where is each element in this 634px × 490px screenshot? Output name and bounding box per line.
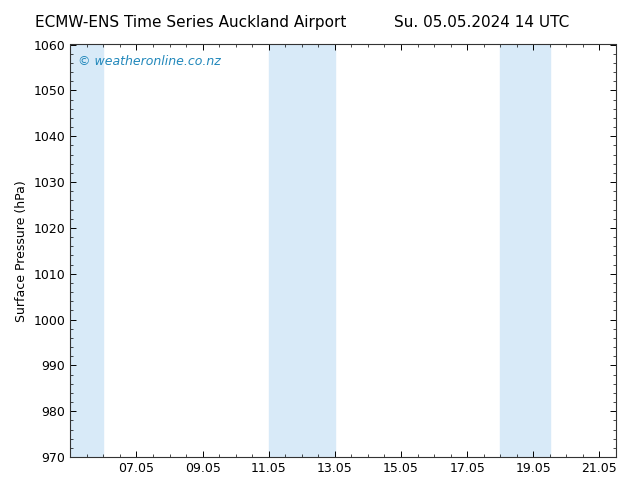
- Bar: [269, 45, 335, 457]
- Text: © weatheronline.co.nz: © weatheronline.co.nz: [79, 55, 221, 68]
- Bar: [500, 45, 550, 457]
- Text: Su. 05.05.2024 14 UTC: Su. 05.05.2024 14 UTC: [394, 15, 569, 30]
- Text: ECMW-ENS Time Series Auckland Airport: ECMW-ENS Time Series Auckland Airport: [34, 15, 346, 30]
- Y-axis label: Surface Pressure (hPa): Surface Pressure (hPa): [15, 180, 28, 322]
- Bar: [70, 45, 103, 457]
